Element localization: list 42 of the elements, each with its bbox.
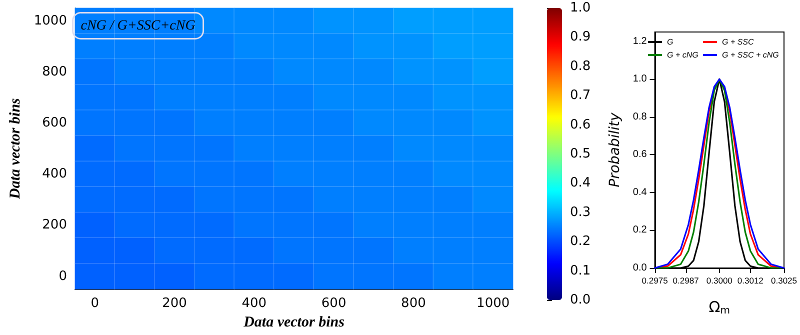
y-tick-label: 600 — [42, 115, 67, 130]
color-bar-label: 0.6 — [570, 117, 591, 132]
x-tick-label: 0.2975 — [642, 276, 668, 286]
y-tick-label: 0.2 — [632, 224, 648, 236]
x-tick-label: 0.3025 — [771, 276, 798, 286]
x-tick-label: 800 — [401, 296, 426, 312]
annotation: cNG / G+SSC+cNG — [80, 18, 196, 34]
color-bar-label: 0.2 — [570, 234, 591, 250]
legend-label: G + cNG — [667, 50, 698, 60]
color-bar-label: 0.3 — [570, 204, 591, 220]
x-tick-label: 0.3000 — [706, 276, 733, 286]
y-axis-title: Probability — [607, 112, 623, 188]
legend-label: G + SSC + cNG — [722, 50, 779, 60]
color-bar-label: 1.0 — [570, 0, 591, 16]
color-bar-label: 0.0 — [570, 292, 591, 308]
x-tick-label: 0.2987 — [672, 276, 700, 286]
y-tick-label: 0.6 — [632, 149, 648, 160]
x-tick-label: 0 — [90, 296, 100, 312]
y-tick-label: 800 — [42, 64, 67, 80]
legend-label: G + SSC — [722, 38, 754, 46]
x-tick-label: 0.3012 — [737, 276, 764, 286]
color-bar-label: 0.5 — [570, 146, 591, 162]
y-tick-label: 1.0 — [632, 74, 648, 85]
legend-label: G — [667, 38, 674, 46]
y-tick-label: 200 — [42, 218, 67, 233]
x-tick-label: 1000 — [476, 296, 510, 312]
x-tick-label: 400 — [242, 296, 267, 312]
y-tick-label: 0.8 — [632, 111, 648, 122]
y-tick-label: 0.0 — [632, 262, 648, 274]
x-tick-label: 600 — [321, 296, 346, 312]
color-bar-label: 0.4 — [570, 176, 591, 191]
x-tick-label: 200 — [162, 296, 187, 312]
color-bar-label: 0.1 — [570, 263, 591, 278]
color-bar-label: 0.8 — [570, 58, 591, 74]
y-axis-title: Data vector bins — [8, 98, 24, 200]
y-tick-label: 1000 — [34, 13, 67, 28]
y-tick-label: 400 — [42, 166, 67, 182]
x-axis-title: Data vector bins — [242, 314, 345, 330]
color-bar-label: 0.9 — [570, 30, 591, 45]
y-tick-label: 1.2 — [632, 36, 648, 47]
y-tick-label: 0.4 — [632, 186, 648, 198]
color-bar-label: 0.7 — [570, 88, 591, 104]
